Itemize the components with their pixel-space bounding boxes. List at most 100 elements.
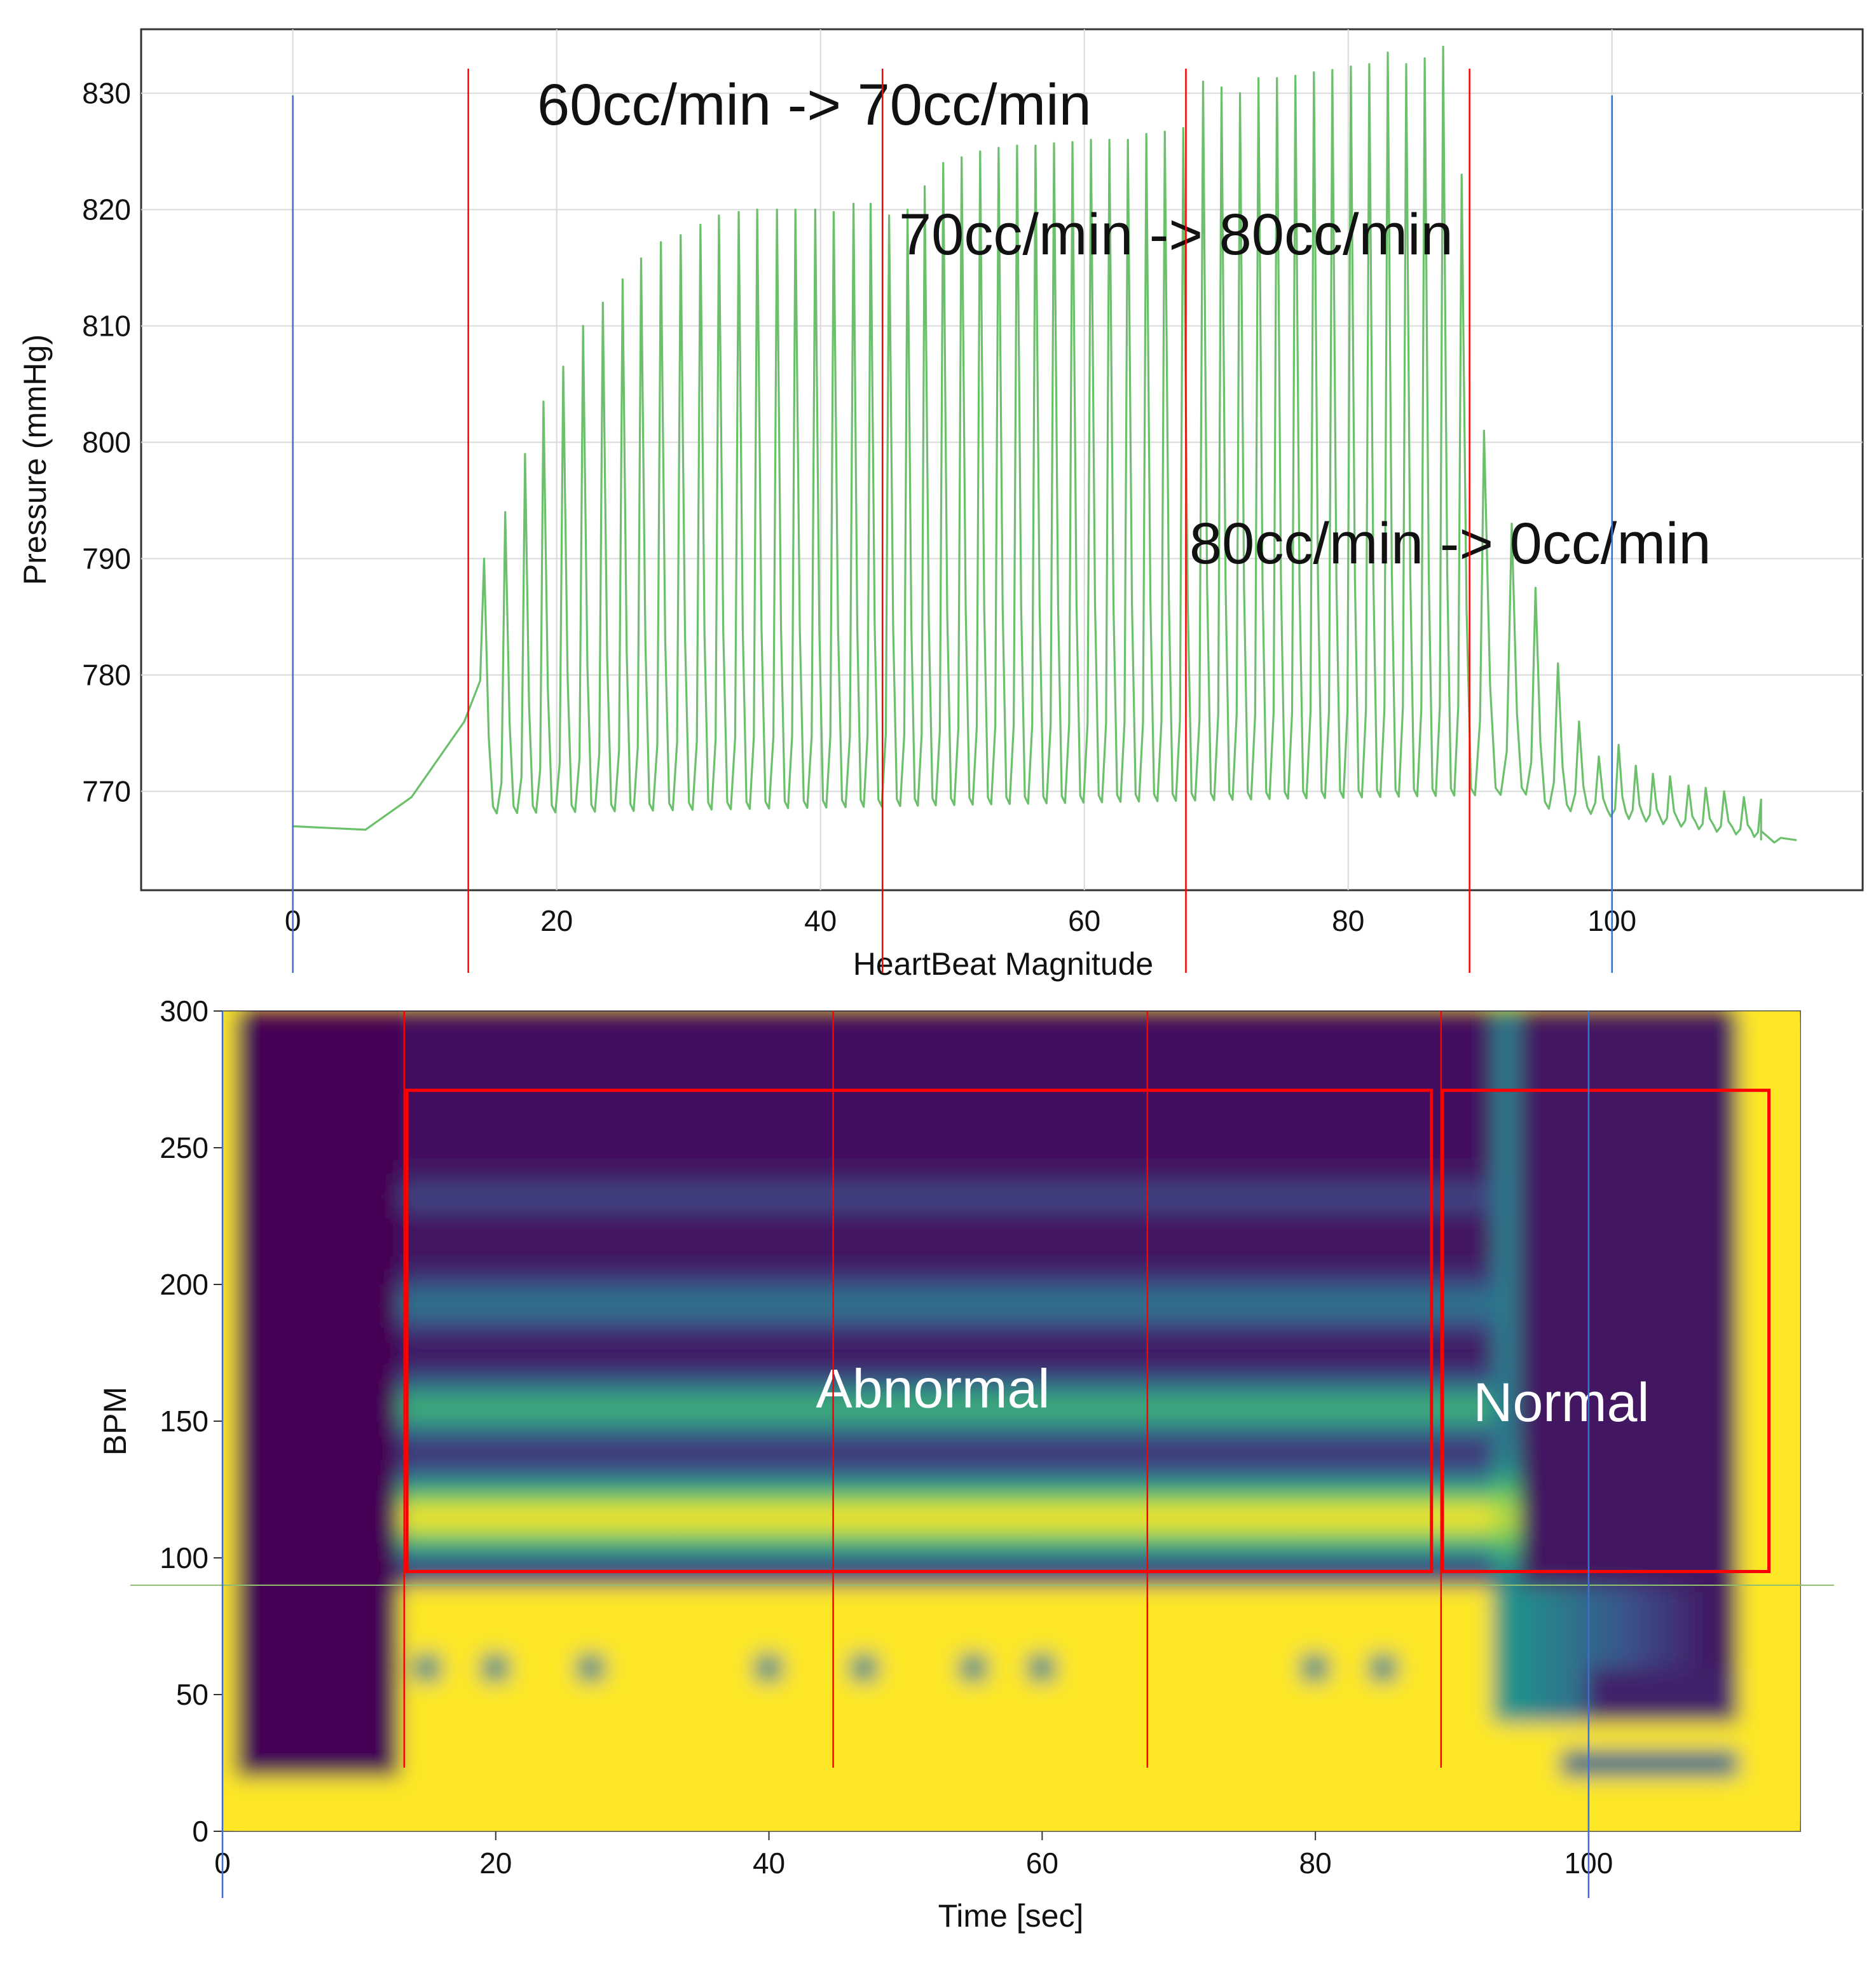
heatmap-cell — [1069, 1024, 1084, 1039]
heatmap-cell — [1287, 1557, 1303, 1572]
heatmap-cell — [331, 1311, 346, 1326]
heatmap-cell — [700, 1489, 715, 1504]
heatmap-cell — [263, 1256, 278, 1272]
heatmap-cell — [413, 1188, 428, 1203]
heatmap-cell — [1069, 1557, 1084, 1572]
heatmap-cell — [905, 1625, 920, 1641]
heatmap-cell — [905, 1024, 920, 1039]
heatmap-cell — [973, 1147, 989, 1162]
heatmap-cell — [673, 1325, 688, 1340]
heatmap-cell — [1137, 1707, 1153, 1723]
heatmap-cell — [495, 1694, 510, 1709]
heatmap-cell — [700, 1749, 715, 1764]
heatmap-cell — [1096, 1530, 1111, 1545]
heatmap-cell — [1273, 1489, 1289, 1504]
heatmap-cell — [1191, 1338, 1207, 1354]
heatmap-cell — [1041, 1694, 1057, 1709]
heatmap-cell — [563, 1543, 579, 1558]
heatmap-cell — [1014, 1338, 1029, 1354]
heatmap-cell — [549, 1174, 565, 1190]
heatmap-cell — [945, 1366, 961, 1381]
heatmap-cell — [235, 1051, 250, 1066]
heatmap-cell — [1233, 1707, 1248, 1723]
heatmap-cell — [358, 1120, 374, 1135]
heatmap-cell — [727, 1393, 743, 1408]
heatmap-cell — [1315, 1461, 1330, 1476]
heatmap-cell — [358, 1653, 374, 1668]
heatmap-cell — [1082, 1421, 1098, 1436]
heatmap-cell — [317, 1338, 332, 1354]
heatmap-cell — [427, 1366, 442, 1381]
heatmap-cell — [1219, 1543, 1235, 1558]
heatmap-cell — [741, 1284, 757, 1299]
heatmap-cell — [1315, 1160, 1330, 1176]
heatmap-cell — [645, 1325, 661, 1340]
heatmap-cell — [1041, 1311, 1057, 1326]
heatmap-cell — [495, 1325, 510, 1340]
heatmap-cell — [700, 1557, 715, 1572]
heatmap-cell — [795, 1461, 811, 1476]
heatmap-cell — [1000, 1448, 1016, 1463]
heatmap-cell — [700, 1284, 715, 1299]
heatmap-cell — [440, 1585, 456, 1600]
heatmap-cell — [1273, 1667, 1289, 1682]
heatmap-cell — [905, 1065, 920, 1080]
heatmap-cell — [276, 1188, 292, 1203]
heatmap-cell — [1000, 1653, 1016, 1668]
heatmap-cell — [782, 1215, 797, 1230]
heatmap-cell — [673, 1160, 688, 1176]
heatmap-cell — [1315, 1557, 1330, 1572]
heatmap-cell — [345, 1694, 360, 1709]
heatmap-cell — [399, 1585, 414, 1600]
heatmap-cell — [700, 1106, 715, 1121]
heatmap-cell — [345, 1065, 360, 1080]
heatmap-cell — [577, 1667, 592, 1682]
heatmap-cell — [1109, 1092, 1125, 1108]
heatmap-cell — [1041, 1379, 1057, 1394]
heatmap-cell — [604, 1817, 620, 1831]
heatmap-cell — [290, 1133, 305, 1148]
heatmap-cell — [303, 1776, 319, 1791]
heatmap-cell — [1055, 1625, 1071, 1641]
heatmap-cell — [795, 1762, 811, 1777]
heatmap-cell — [467, 1694, 483, 1709]
heatmap-cell — [686, 1188, 702, 1203]
heatmap-cell — [385, 1338, 401, 1354]
heatmap-cell — [659, 1817, 674, 1831]
heatmap-cell — [1246, 1024, 1262, 1039]
heatmap-cell — [741, 1133, 757, 1148]
heatmap-cell — [823, 1598, 839, 1613]
heatmap-cell — [427, 1133, 442, 1148]
heatmap-cell — [235, 1338, 250, 1354]
heatmap-cell — [495, 1557, 510, 1572]
heatmap-cell — [1315, 1448, 1330, 1463]
heatmap-cell — [945, 1598, 961, 1613]
heatmap-cell — [372, 1516, 387, 1531]
heatmap-cell — [837, 1585, 852, 1600]
heatmap-cell — [1041, 1803, 1057, 1819]
heatmap-cell — [1000, 1379, 1016, 1394]
heatmap-cell — [372, 1038, 387, 1053]
heatmap-cell — [1041, 1147, 1057, 1162]
heatmap-cell — [659, 1680, 674, 1695]
heatmap-cell — [317, 1174, 332, 1190]
heatmap-cell — [522, 1789, 538, 1805]
heatmap-cell — [1096, 1242, 1111, 1258]
heatmap-cell — [509, 1038, 524, 1053]
heatmap-cell — [1137, 1571, 1153, 1586]
heatmap-cell — [223, 1092, 237, 1108]
heatmap-cell — [1301, 1707, 1317, 1723]
heatmap-cell — [413, 1530, 428, 1545]
heatmap-cell — [741, 1598, 757, 1613]
heatmap-cell — [1178, 1421, 1193, 1436]
heatmap-cell — [372, 1639, 387, 1655]
heatmap-cell — [1191, 1011, 1207, 1026]
heatmap-cell — [905, 1242, 920, 1258]
heatmap-cell — [1041, 1585, 1057, 1600]
heatmap-cell — [467, 1653, 483, 1668]
heatmap-cell — [1342, 1667, 1357, 1682]
heatmap-cell — [1273, 1625, 1289, 1641]
heatmap-cell — [385, 1229, 401, 1244]
heatmap-cell — [618, 1160, 633, 1176]
heatmap-cell — [686, 1516, 702, 1531]
